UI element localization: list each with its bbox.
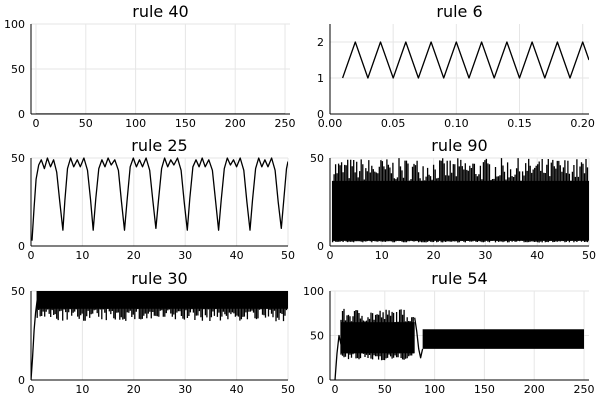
chart-panel-2: 0 10 20 30 40 50 0 50 rule 25 (11, 136, 295, 262)
series-line (334, 334, 342, 380)
series-band-spikes (36, 291, 288, 322)
x-tick-label: 250 (275, 117, 296, 130)
y-tick-label: 0 (317, 108, 324, 121)
x-tick-label: 20 (427, 249, 441, 262)
x-tick-label: 0.10 (444, 117, 469, 130)
series-band-spikes (331, 158, 589, 243)
y-tick-label: 0 (18, 240, 25, 253)
chart-title: rule 30 (131, 269, 187, 288)
plot-area (331, 158, 589, 243)
y-tick-label: 50 (11, 285, 25, 298)
series-line (341, 41, 589, 79)
x-tick-label: 10 (375, 249, 389, 262)
x-tick-label: 50 (281, 383, 295, 396)
x-tick-label: 10 (75, 383, 89, 396)
x-tick-label: 250 (574, 383, 595, 396)
x-tick-label: 50 (378, 383, 392, 396)
series-line (414, 317, 424, 359)
x-tick-label: 150 (175, 117, 196, 130)
x-tick-label: 200 (225, 117, 246, 130)
chart-title: rule 40 (132, 2, 188, 21)
x-tick-label: 30 (178, 249, 192, 262)
chart-title: rule 25 (131, 136, 187, 155)
y-tick-label: 50 (11, 152, 25, 165)
x-tick-label: 0.05 (381, 117, 406, 130)
x-tick-label: 40 (530, 249, 544, 262)
series-line (31, 157, 288, 241)
x-tick-label: 50 (79, 117, 93, 130)
x-tick-label: 0.00 (318, 117, 343, 130)
y-tick-label: 100 (303, 285, 324, 298)
chart-title: rule 90 (431, 136, 487, 155)
chart-panel-3: 0 10 20 30 40 50 0 50 rule 90 (310, 136, 596, 262)
y-tick-label: 2 (317, 36, 324, 49)
x-tick-label: 0 (32, 117, 39, 130)
chart-panel-1: 0.00 0.05 0.10 0.15 0.20 0 1 2 rule 6 (317, 2, 595, 130)
x-tick-label: 30 (478, 249, 492, 262)
x-tick-label: 20 (127, 249, 141, 262)
x-tick-label: 40 (230, 383, 244, 396)
y-tick-label: 0 (18, 374, 25, 387)
chart-panel-0: 0 50 100 150 200 250 0 50 100 rule 40 (4, 2, 296, 130)
series-band-spikes (340, 308, 414, 361)
chart-title: rule 54 (431, 269, 487, 288)
x-tick-label: 40 (230, 249, 244, 262)
plot-area (334, 308, 585, 380)
y-tick-label: 50 (11, 63, 25, 76)
y-tick-label: 100 (4, 18, 25, 31)
x-tick-label: 100 (424, 383, 445, 396)
x-tick-label: 30 (178, 383, 192, 396)
y-tick-label: 0 (317, 374, 324, 387)
x-tick-label: 0.15 (507, 117, 532, 130)
chart-panel-5: 0 50 100 150 200 250 0 50 100 rule 54 (303, 269, 595, 396)
x-tick-label: 20 (127, 383, 141, 396)
x-tick-label: 200 (524, 383, 545, 396)
series-line (31, 299, 38, 380)
x-tick-label: 0 (28, 383, 35, 396)
x-tick-label: 0 (327, 249, 334, 262)
series-band-steady (422, 329, 585, 349)
chart-title: rule 6 (436, 2, 482, 21)
x-tick-label: 0.20 (570, 117, 595, 130)
x-tick-label: 10 (75, 249, 89, 262)
y-tick-label: 1 (317, 72, 324, 85)
y-tick-label: 0 (18, 108, 25, 121)
x-tick-label: 0 (28, 249, 35, 262)
x-tick-label: 50 (281, 249, 295, 262)
plot-area (341, 41, 589, 79)
x-tick-label: 0 (331, 383, 338, 396)
y-tick-label: 50 (310, 152, 324, 165)
x-tick-label: 100 (125, 117, 146, 130)
y-tick-label: 0 (317, 240, 324, 253)
plot-area (31, 157, 288, 241)
y-tick-label: 50 (310, 330, 324, 343)
plot-area (31, 291, 288, 380)
x-tick-label: 150 (474, 383, 495, 396)
x-tick-label: 50 (582, 249, 596, 262)
chart-panel-4: 0 10 20 30 40 50 0 50 rule 30 (11, 269, 295, 396)
